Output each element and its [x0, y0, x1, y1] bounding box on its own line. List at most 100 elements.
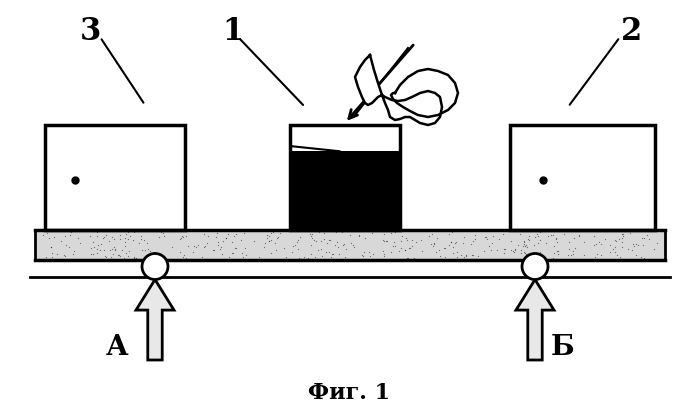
Point [549, 249, 560, 256]
Point [534, 252, 545, 259]
Point [113, 251, 124, 258]
Text: Б: Б [552, 334, 575, 361]
Point [199, 243, 210, 250]
Point [266, 237, 277, 244]
Point [118, 255, 129, 261]
Point [166, 244, 178, 251]
Point [308, 236, 319, 243]
Point [60, 242, 71, 248]
Text: А: А [106, 334, 129, 361]
Point [523, 233, 534, 239]
Point [377, 248, 389, 255]
Point [562, 252, 573, 259]
Point [628, 243, 640, 249]
Point [550, 235, 561, 242]
Point [519, 249, 530, 255]
Point [434, 252, 445, 259]
Point [340, 254, 351, 260]
Point [522, 236, 533, 243]
Point [537, 253, 548, 260]
Point [141, 240, 152, 247]
Point [316, 246, 327, 252]
Point [290, 241, 301, 248]
Point [104, 238, 115, 245]
Point [406, 237, 417, 243]
Point [563, 239, 575, 246]
Point [239, 244, 250, 251]
Point [565, 251, 576, 258]
Point [363, 249, 375, 255]
Point [469, 236, 480, 242]
Point [101, 232, 112, 239]
Point [359, 249, 370, 255]
Point [131, 254, 142, 261]
Point [229, 232, 240, 239]
Point [208, 247, 219, 254]
Point [174, 235, 185, 242]
Point [212, 239, 224, 245]
Point [91, 229, 102, 235]
Point [313, 247, 324, 253]
Point [509, 246, 520, 253]
Point [96, 241, 107, 247]
Point [240, 252, 252, 259]
Point [519, 238, 530, 244]
Point [552, 251, 563, 257]
Point [617, 231, 628, 237]
Point [210, 234, 222, 240]
Point [395, 244, 406, 251]
Point [196, 254, 208, 261]
Point [328, 251, 339, 258]
Point [407, 243, 418, 249]
Point [452, 249, 463, 255]
Point [641, 232, 652, 239]
Point [92, 246, 103, 252]
Point [611, 251, 622, 258]
Point [479, 247, 490, 254]
Point [178, 251, 189, 258]
Point [180, 254, 192, 261]
Point [187, 249, 199, 255]
Point [531, 230, 542, 237]
Point [534, 248, 545, 255]
Point [345, 231, 356, 238]
Point [394, 247, 405, 254]
Point [100, 254, 111, 260]
Polygon shape [355, 55, 442, 125]
Point [651, 239, 663, 246]
Point [500, 246, 511, 252]
Point [309, 254, 320, 261]
Point [630, 241, 642, 248]
Point [59, 232, 71, 239]
Point [617, 239, 628, 245]
Point [261, 234, 272, 241]
Point [590, 253, 601, 260]
Point [157, 254, 168, 260]
Point [517, 242, 528, 249]
Point [324, 249, 335, 255]
Text: 1: 1 [222, 17, 243, 47]
Point [65, 231, 76, 238]
Point [498, 250, 510, 256]
Point [264, 233, 275, 239]
Point [591, 251, 603, 257]
Point [217, 238, 229, 244]
Point [155, 229, 166, 236]
Point [552, 247, 563, 254]
Point [610, 249, 621, 255]
Point [129, 253, 140, 260]
Text: 3: 3 [79, 17, 101, 47]
Point [403, 255, 414, 261]
Point [227, 250, 238, 256]
Point [428, 239, 440, 246]
Point [574, 232, 585, 239]
Point [535, 236, 546, 243]
Point [515, 247, 526, 254]
Point [483, 242, 494, 249]
Point [617, 244, 628, 251]
Point [116, 246, 127, 253]
Point [159, 233, 170, 239]
Point [547, 254, 559, 261]
Circle shape [142, 254, 168, 279]
Point [466, 240, 477, 247]
